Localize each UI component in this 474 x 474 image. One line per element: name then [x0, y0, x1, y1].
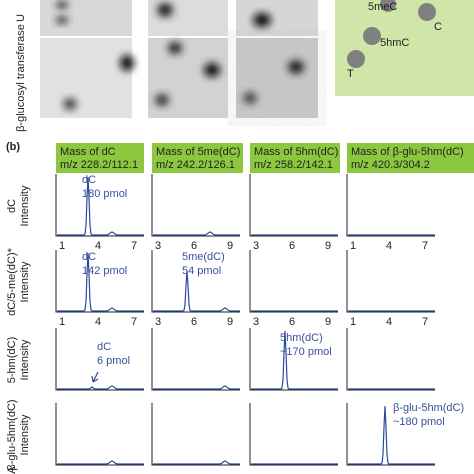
x-tick-label: 4 — [386, 316, 392, 328]
x-tick-label: 6 — [289, 240, 295, 252]
x-tick-label: 9 — [227, 316, 233, 328]
annotation: 54 pmol — [182, 265, 221, 277]
annotation: dC — [82, 174, 96, 186]
column-header — [347, 143, 474, 173]
header-line: Mass of β-glu-5hm(dC) — [351, 146, 464, 158]
trace — [251, 330, 338, 390]
column-header — [152, 143, 243, 173]
x-tick-label: 1 — [59, 240, 65, 252]
annotation: 6 pmol — [97, 355, 130, 367]
axis — [151, 328, 240, 391]
axis — [346, 174, 435, 237]
x-tick-label: 9 — [325, 316, 331, 328]
row-label: NA — [6, 466, 18, 474]
x-tick-label: 7 — [422, 240, 428, 252]
row-label: β-glu-5hm(dC) — [6, 399, 18, 470]
x-tick-label: 3 — [253, 316, 259, 328]
axis — [346, 328, 435, 391]
x-tick-label: 7 — [131, 240, 137, 252]
axis — [249, 403, 338, 466]
x-tick-label: 9 — [325, 240, 331, 252]
x-tick-label: 4 — [386, 240, 392, 252]
axis — [249, 174, 338, 237]
header-line: m/z 258.2/142.1 — [254, 159, 333, 171]
schematic-spots — [347, 0, 436, 68]
axis — [346, 403, 435, 466]
annotation: ~170 pmol — [280, 346, 332, 358]
schematic-box — [335, 0, 474, 96]
trace — [57, 385, 144, 390]
x-tick-label: 3 — [253, 240, 259, 252]
column-header — [56, 143, 144, 173]
gel-images — [40, 0, 318, 118]
header-line: Mass of dC — [60, 146, 116, 158]
x-tick-label: 6 — [191, 240, 197, 252]
axis — [249, 250, 338, 313]
header-line: m/z 228.2/112.1 — [60, 159, 138, 171]
x-tick-label: 1 — [350, 316, 356, 328]
header-line: m/z 420.3/304.2 — [351, 159, 430, 171]
x-tick-label: 3 — [155, 240, 161, 252]
x-tick-label: 7 — [131, 316, 137, 328]
annotation: 5me(dC) — [182, 251, 225, 263]
axis — [55, 174, 144, 237]
x-tick-label: 4 — [95, 240, 101, 252]
x-tick-label: 6 — [191, 316, 197, 328]
annotation: 180 pmol — [82, 188, 127, 200]
row-label: Intensity — [19, 261, 31, 302]
x-tick-label: 9 — [227, 240, 233, 252]
annotation: dC — [97, 341, 111, 353]
axis — [151, 403, 240, 466]
row-label: dC/5-me(dC)* — [6, 247, 18, 316]
axis — [346, 250, 435, 313]
trace — [57, 460, 144, 465]
header-line: Mass of 5me(dC) — [156, 146, 240, 158]
axis — [151, 250, 240, 313]
spot-label: 5hmC — [380, 37, 409, 49]
axis — [55, 328, 144, 391]
header-line: Mass of 5hm(dC) — [254, 146, 338, 158]
x-tick-label: 3 — [155, 316, 161, 328]
trace — [57, 252, 144, 312]
x-tick-label: 4 — [95, 316, 101, 328]
row-label: 5-hm(dC) — [6, 337, 18, 383]
x-tick-label: 1 — [350, 240, 356, 252]
trace — [57, 176, 144, 236]
row-label: Intensity — [19, 339, 31, 380]
trace — [153, 460, 240, 465]
axis — [249, 328, 338, 391]
trace — [153, 231, 240, 236]
trace — [153, 385, 240, 390]
column-header — [250, 143, 340, 173]
annotation: ~180 pmol — [393, 416, 445, 428]
row-label: dC — [6, 199, 18, 213]
annotation: 142 pmol — [82, 265, 127, 277]
row-label: U — [15, 14, 27, 22]
x-tick-label: 1 — [59, 316, 65, 328]
spot-label: 5meC — [368, 1, 397, 13]
annotation: dC — [82, 251, 96, 263]
annotation: β-glu-5hm(dC) — [393, 402, 464, 414]
x-tick-label: 7 — [422, 316, 428, 328]
row-label: β-glucosyl transferase — [15, 24, 27, 132]
axis — [55, 403, 144, 466]
trace — [153, 270, 240, 312]
axis — [151, 174, 240, 237]
trace — [348, 405, 435, 465]
panel-label: (b) — [6, 141, 20, 153]
axis — [55, 250, 144, 313]
row-label: Intensity — [19, 185, 31, 226]
header-line: m/z 242.2/126.1 — [156, 159, 235, 171]
arrow — [91, 371, 99, 383]
row-label: Intensity — [19, 414, 31, 455]
x-tick-label: 6 — [289, 316, 295, 328]
spot-label: C — [434, 21, 442, 33]
annotation: 5hm(dC) — [280, 332, 323, 344]
spot-label: T — [347, 68, 354, 80]
